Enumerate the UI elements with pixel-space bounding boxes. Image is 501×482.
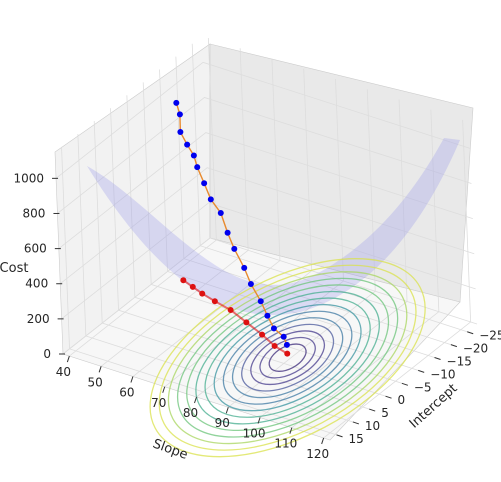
cost-surface [87, 138, 460, 316]
contour-line [186, 284, 390, 432]
contour-line [167, 271, 408, 445]
x-axis-ticks: 40 50 60 70 80 90 100 110 120 [56, 355, 329, 461]
descent-point [283, 341, 290, 348]
x-tick-label: 50 [88, 375, 103, 389]
contour-line [259, 336, 316, 379]
y-tick-label: −5 [414, 380, 432, 394]
series-layer [173, 99, 291, 357]
descent-point [177, 129, 184, 136]
x-tick-label: 60 [119, 386, 134, 400]
z-tick-label: 200 [27, 312, 50, 326]
contour-line [241, 323, 335, 392]
x-tick-label: 80 [183, 406, 198, 420]
projected-point [243, 319, 250, 326]
x-tick-label: 100 [243, 426, 266, 440]
descent-point [190, 152, 197, 159]
y-tick-label: 15 [349, 432, 364, 446]
z-tick-label: 1000 [13, 171, 44, 185]
x-tick-label: 70 [151, 396, 166, 410]
contour-line [268, 343, 307, 372]
x-tick-label: 40 [56, 365, 71, 379]
projected-point [211, 298, 218, 305]
x-tick-label: 110 [274, 437, 297, 451]
projected-point [284, 350, 291, 357]
y-tick-label: −10 [430, 367, 455, 381]
descent-point [247, 281, 254, 288]
descent-point [270, 325, 277, 332]
descent-point [280, 333, 287, 340]
contour-line [149, 258, 426, 458]
projected-point [227, 306, 234, 313]
y-tick-label: −25 [479, 329, 501, 343]
contour-line [222, 310, 353, 405]
x-axis-label: Slope [151, 436, 190, 462]
gridlines [55, 38, 478, 439]
z-tick-label: 600 [24, 242, 47, 256]
y-tick-label: −15 [447, 355, 472, 369]
descent-point [264, 312, 271, 319]
z-axis-label: Cost [0, 261, 28, 276]
y-tick-label: 0 [398, 393, 406, 407]
contour-line [195, 290, 380, 425]
descent-point [176, 111, 183, 118]
projected-point [271, 342, 278, 349]
contour-line [158, 264, 417, 451]
descent-point [207, 196, 214, 203]
descent-point [217, 210, 224, 217]
descent-point [224, 229, 231, 236]
projected-point [259, 331, 266, 338]
descent-point [173, 99, 180, 106]
projected-point [180, 277, 187, 284]
y-tick-label: 5 [381, 406, 389, 420]
projected-point [189, 283, 196, 290]
z-tick-label: 800 [23, 206, 46, 220]
contour-line [213, 304, 362, 412]
contour-line [250, 330, 326, 386]
descent-point [194, 164, 201, 171]
z-tick-label: 400 [25, 277, 48, 291]
y-tick-label: −20 [463, 342, 488, 356]
projected-point [199, 290, 206, 297]
descent-point [257, 298, 264, 305]
descent-point [241, 264, 248, 271]
x-tick-label: 90 [215, 416, 230, 430]
x-tick-label: 120 [306, 447, 329, 461]
descent-point [184, 141, 191, 148]
z-axis-ticks: 0 200 400 600 800 1000 [13, 171, 65, 361]
y-tick-label: 10 [365, 419, 380, 433]
descent-point [231, 245, 238, 252]
z-tick-label: 0 [43, 347, 51, 361]
descent-point [201, 180, 208, 187]
